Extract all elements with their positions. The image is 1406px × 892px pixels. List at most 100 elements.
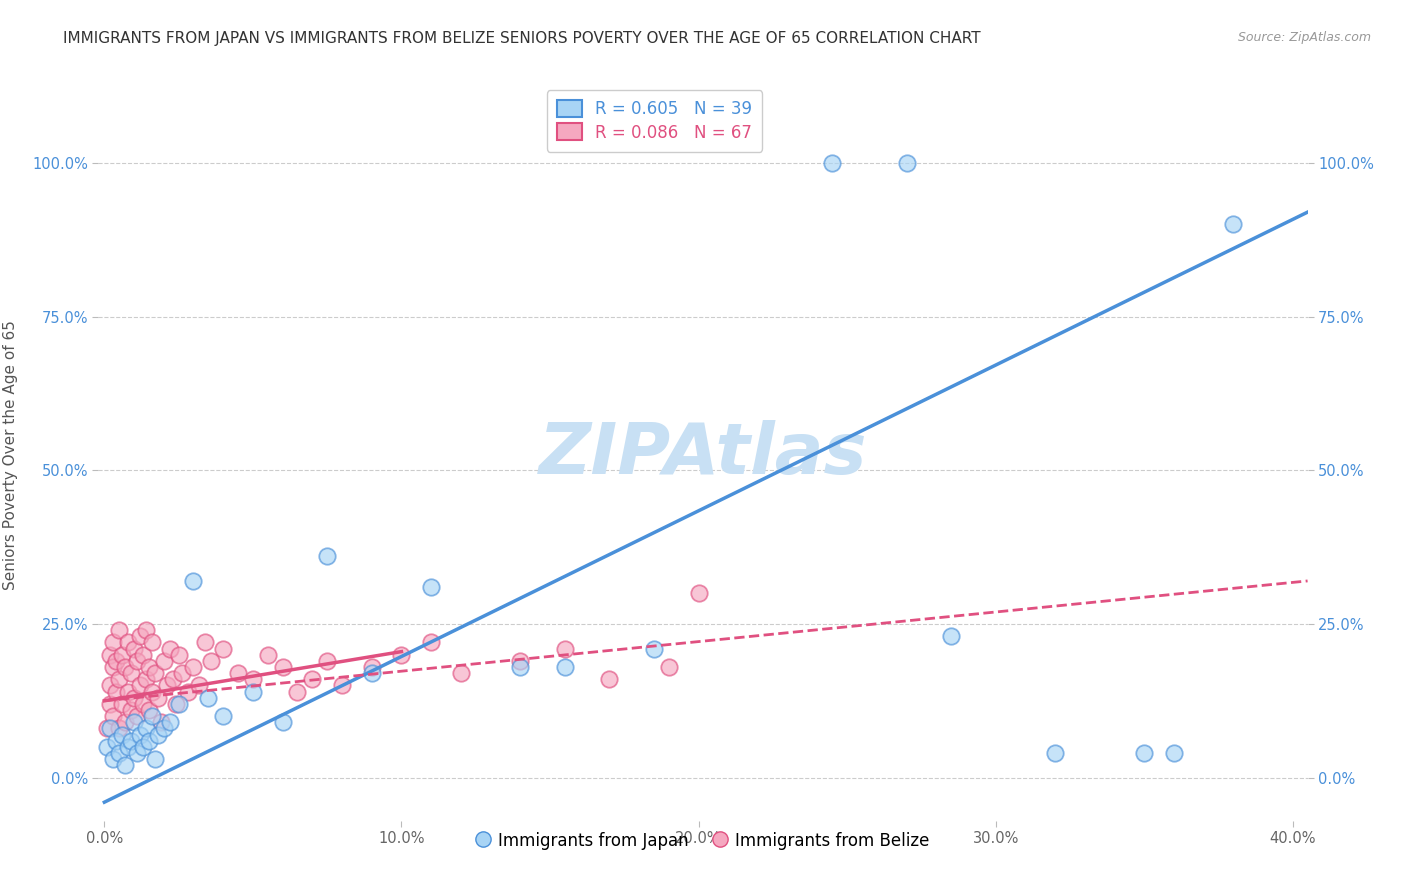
Point [688, 586, 710, 600]
Point [1133, 746, 1156, 760]
Point [111, 648, 134, 662]
Point [167, 697, 190, 711]
Point [120, 703, 142, 717]
Point [108, 746, 131, 760]
Point [141, 684, 163, 698]
Point [420, 580, 443, 594]
Point [146, 728, 169, 742]
Point [242, 673, 264, 687]
Point [125, 746, 148, 760]
Point [301, 673, 323, 687]
Point [316, 654, 339, 668]
Point [129, 728, 152, 742]
Point [105, 684, 128, 698]
Point [114, 660, 136, 674]
Point [96, 722, 118, 736]
Point [111, 697, 134, 711]
Point [125, 654, 148, 668]
Point [212, 709, 235, 723]
Point [271, 715, 294, 730]
Point [122, 715, 145, 730]
Point [183, 660, 205, 674]
Point [108, 722, 131, 736]
Point [509, 660, 531, 674]
Point [183, 574, 205, 588]
Point [391, 648, 413, 662]
Point [360, 660, 382, 674]
Point [658, 660, 681, 674]
Point [226, 666, 249, 681]
Text: ZIPAtlas: ZIPAtlas [538, 420, 868, 490]
Point [138, 703, 160, 717]
Point [122, 641, 145, 656]
Point [105, 733, 128, 747]
Point [643, 641, 665, 656]
Point [165, 697, 187, 711]
Point [135, 623, 157, 637]
Point [194, 635, 217, 649]
Point [554, 660, 576, 674]
Point [103, 752, 125, 766]
Point [271, 660, 294, 674]
Point [114, 715, 136, 730]
Point [162, 673, 184, 687]
Point [117, 684, 139, 698]
Point [132, 648, 155, 662]
Point [159, 715, 181, 730]
Point [554, 641, 576, 656]
Text: IMMIGRANTS FROM JAPAN VS IMMIGRANTS FROM BELIZE SENIORS POVERTY OVER THE AGE OF : IMMIGRANTS FROM JAPAN VS IMMIGRANTS FROM… [63, 31, 981, 46]
Point [420, 635, 443, 649]
Point [598, 673, 620, 687]
Point [120, 666, 142, 681]
Point [103, 709, 125, 723]
Point [135, 673, 157, 687]
Legend: Immigrants from Japan, Immigrants from Belize: Immigrants from Japan, Immigrants from B… [470, 825, 936, 856]
Point [129, 629, 152, 643]
Point [212, 641, 235, 656]
Point [96, 739, 118, 754]
Point [156, 678, 179, 692]
Point [360, 666, 382, 681]
Point [138, 733, 160, 747]
Point [98, 648, 121, 662]
Point [200, 654, 222, 668]
Point [330, 678, 353, 692]
Point [117, 635, 139, 649]
Point [141, 709, 163, 723]
Point [1222, 218, 1244, 232]
Point [450, 666, 472, 681]
Point [98, 678, 121, 692]
Point [117, 739, 139, 754]
Point [143, 666, 166, 681]
Point [197, 690, 219, 705]
Point [242, 684, 264, 698]
Point [111, 728, 134, 742]
Point [103, 660, 125, 674]
Point [509, 654, 531, 668]
Point [132, 739, 155, 754]
Point [129, 678, 152, 692]
Point [138, 660, 160, 674]
Point [256, 648, 278, 662]
Text: Source: ZipAtlas.com: Source: ZipAtlas.com [1237, 31, 1371, 45]
Point [108, 623, 131, 637]
Point [114, 758, 136, 772]
Point [103, 635, 125, 649]
Point [125, 709, 148, 723]
Point [135, 722, 157, 736]
Point [152, 654, 174, 668]
Point [176, 684, 198, 698]
Point [159, 641, 181, 656]
Point [316, 549, 339, 564]
Point [287, 684, 309, 698]
Point [896, 156, 918, 170]
Point [821, 156, 844, 170]
Point [98, 697, 121, 711]
Point [167, 648, 190, 662]
Point [132, 697, 155, 711]
Point [188, 678, 211, 692]
Point [170, 666, 193, 681]
Point [122, 690, 145, 705]
Point [120, 733, 142, 747]
Point [939, 629, 962, 643]
